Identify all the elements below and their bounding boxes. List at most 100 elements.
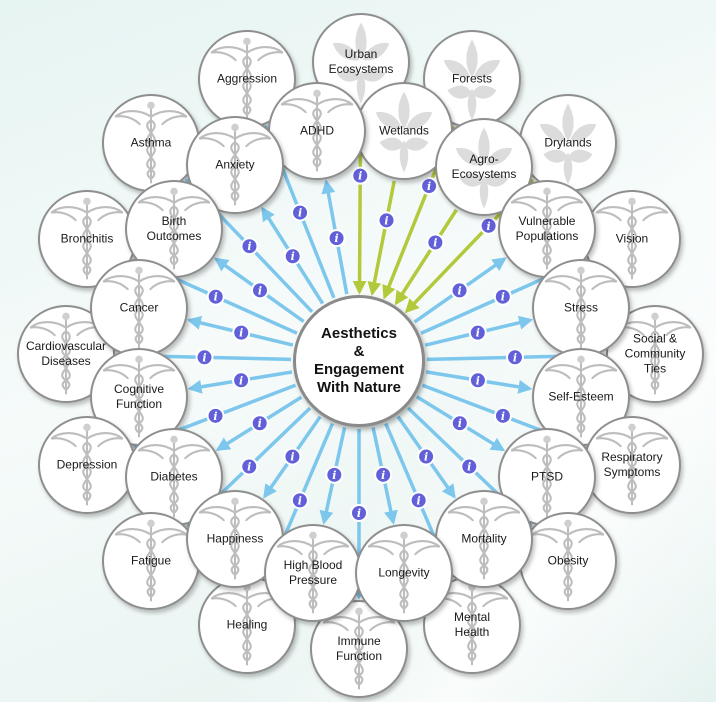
info-icon: i [239,374,243,387]
node-label: High Blood Pressure [283,558,343,587]
info-badge-forests[interactable]: i [420,177,439,196]
node-label: Bronchitis [60,231,114,246]
node-label: Vulnerable Populations [515,214,579,243]
node-fatigue[interactable]: Fatigue [102,512,200,610]
caduceus-icon [114,101,188,184]
info-badge-mortality[interactable]: i [417,447,436,466]
info-badge-depression[interactable]: i [206,406,225,425]
leaf-icon [375,91,433,173]
info-icon: i [381,469,385,482]
info-badge-aggression[interactable]: i [291,203,310,222]
info-icon: i [298,494,302,507]
node-label: Wetlands [379,123,429,138]
info-icon: i [290,451,294,464]
node-label: Stress [563,300,598,315]
node-depression[interactable]: Depression [38,416,136,514]
node-label: Vision [615,231,649,246]
info-badge-vulnerable[interactable]: i [450,281,469,300]
info-badge-blood-pressure[interactable]: i [325,465,344,484]
node-bronchitis[interactable]: Bronchitis [38,190,136,288]
leaf-icon [443,39,501,121]
caduceus-icon [102,266,176,349]
info-badge-drylands[interactable]: i [479,216,498,235]
info-icon: i [457,284,461,297]
node-label: Depression [56,457,118,472]
info-icon: i [501,291,505,304]
info-badge-birth-outcomes[interactable]: i [250,281,269,300]
info-icon: i [467,461,471,474]
node-label: Immune Function [335,634,383,663]
info-badge-adhd[interactable]: i [327,229,346,248]
info-icon: i [417,494,421,507]
node-obesity[interactable]: Obesity [519,512,617,610]
info-icon: i [247,461,251,474]
leaf-icon [539,103,597,185]
node-cancer[interactable]: Cancer [90,259,188,357]
info-icon: i [513,351,517,364]
node-label: Aggression [216,71,278,86]
info-badge-longevity[interactable]: i [374,465,393,484]
node-label: Obesity [547,553,589,568]
info-icon: i [258,417,262,430]
caduceus-icon [322,607,396,690]
node-label: Drylands [544,135,592,150]
info-badge-vision[interactable]: i [493,287,512,306]
info-badge-healing[interactable]: i [290,491,309,510]
info-badge-cardiovascular[interactable]: i [195,348,214,367]
caduceus-icon [198,497,272,580]
caduceus-icon [544,266,618,349]
info-badge-bronchitis[interactable]: i [206,287,225,306]
node-longevity[interactable]: Longevity [355,524,453,622]
info-badge-respiratory[interactable]: i [493,406,512,425]
info-badge-social[interactable]: i [505,348,524,367]
info-badge-happiness[interactable]: i [283,447,302,466]
info-icon: i [424,451,428,464]
caduceus-icon [276,531,350,614]
node-label: Mental Health [453,610,491,639]
node-label: Happiness [206,531,264,546]
info-badge-urban[interactable]: i [351,166,370,185]
caduceus-icon [510,435,584,518]
info-badge-stress[interactable]: i [468,323,487,342]
node-label: PTSD [530,469,563,484]
node-label: Social & Community Ties [624,331,686,376]
node-label: Anxiety [215,157,255,172]
center-node[interactable]: Aesthetics & Engagement With Nature [293,295,425,427]
info-badge-fatigue[interactable]: i [240,457,259,476]
caduceus-icon [137,187,211,270]
info-badge-cognitive[interactable]: i [232,371,251,390]
caduceus-icon [50,423,124,506]
info-badge-immune[interactable]: i [350,504,368,522]
node-label: Self-Esteem [548,389,614,404]
caduceus-icon [447,497,521,580]
info-icon: i [239,327,243,340]
node-blood-pressure[interactable]: High Blood Pressure [264,524,362,622]
info-badge-mental-health[interactable]: i [409,491,428,510]
node-stress[interactable]: Stress [532,259,630,357]
info-badge-cancer[interactable]: i [232,323,251,342]
center-node-label: Aesthetics & Engagement With Nature [313,325,404,396]
node-label: Forests [451,71,492,86]
info-badge-self-esteem[interactable]: i [468,371,487,390]
info-badge-agro[interactable]: i [426,233,445,252]
node-drylands[interactable]: Drylands [519,94,617,192]
info-badge-diabetes[interactable]: i [250,414,269,433]
node-respiratory[interactable]: Respiratory Symptoms [583,416,681,514]
node-agro[interactable]: Agro- Ecosystems [435,118,533,216]
info-icon: i [427,180,431,193]
info-icon: i [247,240,251,253]
node-vision[interactable]: Vision [583,190,681,288]
caduceus-icon [210,37,284,120]
info-badge-asthma[interactable]: i [240,237,259,256]
node-asthma[interactable]: Asthma [102,94,200,192]
info-badge-anxiety[interactable]: i [283,247,302,266]
caduceus-icon [114,519,188,602]
node-label: Diabetes [150,469,198,484]
info-icon: i [202,351,206,364]
info-badge-ptsd[interactable]: i [450,414,469,433]
node-label: Respiratory Symptoms [601,450,663,479]
info-badge-wetlands[interactable]: i [377,211,396,230]
info-icon: i [487,220,491,233]
caduceus-icon [198,123,272,206]
info-badge-obesity[interactable]: i [460,457,479,476]
